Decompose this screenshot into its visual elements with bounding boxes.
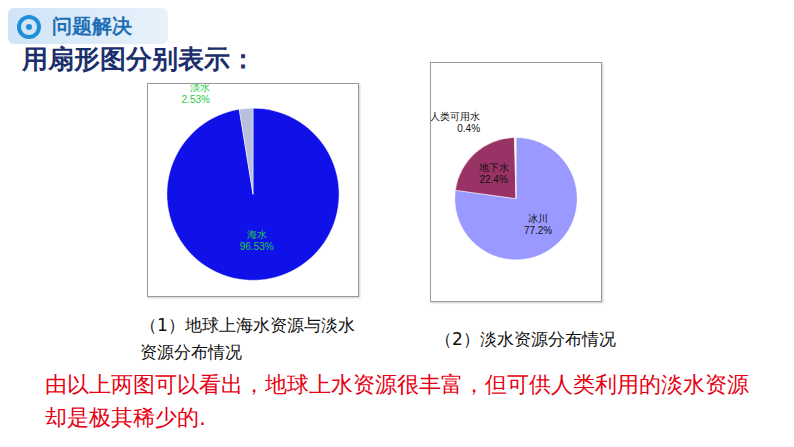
svg-text:77.2%: 77.2% bbox=[524, 225, 552, 236]
svg-text:地下水: 地下水 bbox=[478, 162, 509, 173]
svg-text:淡水: 淡水 bbox=[190, 84, 210, 93]
svg-text:22.4%: 22.4% bbox=[479, 174, 507, 185]
svg-text:海水: 海水 bbox=[247, 229, 267, 240]
svg-text:2.53%: 2.53% bbox=[182, 94, 210, 105]
svg-text:人类可用水: 人类可用水 bbox=[431, 111, 480, 122]
html-text:（2）淡水资源分布情况: （2）淡水资源分布情况 bbox=[435, 329, 616, 349]
html-text:由以上两图可以看出，地球上水资源很丰富，但可供人类利用的淡水: 由以上两图可以看出，地球上水资源很丰富，但可供人类利用的淡水资源却是极其稀少的. bbox=[45, 372, 749, 430]
svg-text:0.4%: 0.4% bbox=[457, 123, 480, 134]
html-text:用扇形图分别表示：: 用扇形图分别表示： bbox=[22, 44, 256, 74]
html-text:问题解决: 问题解决 bbox=[52, 14, 132, 38]
html-text:（1）地球上海水资源与淡水资源分布情况: （1）地球上海水资源与淡水资源分布情况 bbox=[140, 315, 355, 362]
svg-text:冰川: 冰川 bbox=[528, 213, 548, 224]
svg-text:96.53%: 96.53% bbox=[240, 241, 274, 252]
